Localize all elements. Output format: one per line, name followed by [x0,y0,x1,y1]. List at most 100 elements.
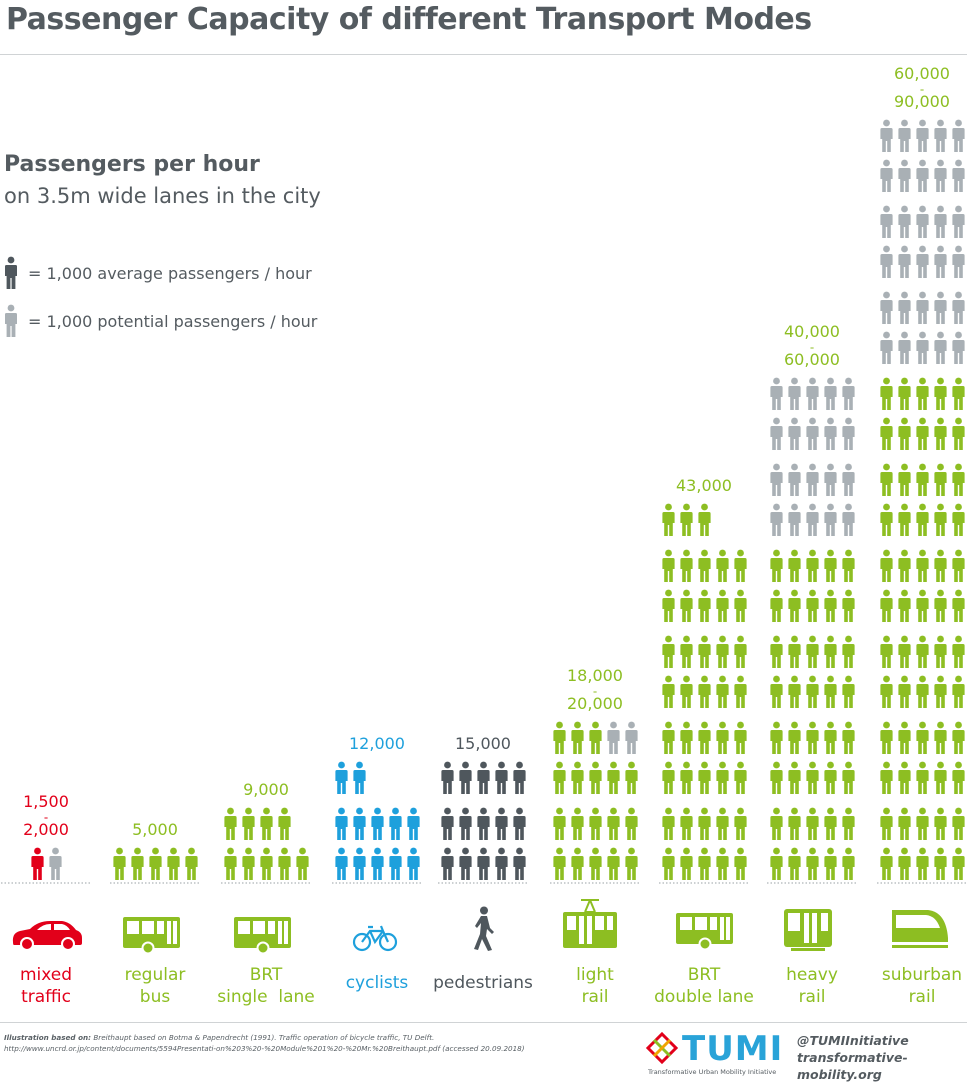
brt-single-lane-average-person-5 [296,847,309,880]
suburban-rail-potential-person-70 [952,291,965,324]
pedestrians-average-person-6 [441,807,454,840]
brt-double-lane-average-person-32 [680,589,693,622]
heavy-rail-average-person-25 [842,675,855,708]
heavy-rail-value-label: 60,000 [784,350,840,369]
brt-double-lane-average-person-37 [680,549,693,582]
mixed-traffic-average-person-1 [31,847,44,880]
suburban-rail-average-person-31 [880,589,893,622]
brt-double-lane-average-person-35 [734,589,747,622]
suburban-rail-average-person-51 [880,417,893,450]
heavy-rail-potential-person-42 [788,503,801,536]
pedestrians-average-person-7 [459,807,472,840]
brt-double-lane-average-person-8 [698,807,711,840]
brt-single-lane-average-person-6 [224,807,237,840]
suburban-rail-average-person-28 [916,635,929,668]
brt-double-bus-icon [676,913,733,950]
brt-single-lane-average-person-8 [260,807,273,840]
suburban-rail-potential-person-71 [880,245,893,278]
brt-double-lane-average-person-10 [734,807,747,840]
regular-bus-icon [123,917,180,954]
light-rail-average-person-13 [589,761,602,794]
suburban-rail-average-person-59 [934,377,947,410]
heavy-rail-potential-person-53 [806,417,819,450]
pedestrians-average-person-1 [441,847,454,880]
heavy-rail-average-person-34 [824,589,837,622]
mixed-traffic-label: mixed traffic [19,965,73,1007]
regular-bus-average-person-5 [185,847,198,880]
suburban-rail-label: suburban rail [881,965,963,1007]
heavy-rail-potential-person-49 [824,463,837,496]
brt-double-lane-average-person-21 [662,675,675,708]
suburban-rail-average-person-52 [898,417,911,450]
light-rail-average-person-5 [625,847,638,880]
chart-title: Passenger Capacity of different Transpor… [6,2,812,37]
chart-subtitle-bold: Passengers per hour [4,152,260,177]
suburban-rail-potential-person-63 [916,331,929,364]
heavy-rail-average-person-30 [842,635,855,668]
suburban-rail-average-person-60 [952,377,965,410]
brt-double-lane-average-person-38 [698,549,711,582]
suburban-rail-potential-person-65 [952,331,965,364]
brt-single-lane-average-person-3 [260,847,273,880]
car-icon [12,921,83,951]
heavy-rail-average-person-29 [824,635,837,668]
heavy-rail-average-person-19 [824,721,837,754]
pedestrians-average-person-11 [441,761,454,794]
brt-single-lane-average-person-9 [278,807,291,840]
cyclists-average-person-8 [371,807,384,840]
suburban-rail-potential-person-84 [934,159,947,192]
suburban-rail-potential-person-77 [898,205,911,238]
suburban-rail-value-label: - [920,83,924,97]
regular-bus-label: regular bus [124,965,186,1007]
brt-double-lane-average-person-24 [716,675,729,708]
suburban-rail-average-person-27 [898,635,911,668]
suburban-rail-average-person-23 [916,675,929,708]
suburban-rail-average-person-29 [934,635,947,668]
suburban-rail-potential-person-64 [934,331,947,364]
suburban-rail-average-person-56 [880,377,893,410]
pedestrians-average-person-12 [459,761,472,794]
brt-double-lane-average-person-2 [680,847,693,880]
heavy-rail-average-person-6 [770,807,783,840]
cyclists-average-person-10 [407,807,420,840]
pedestrians-average-person-10 [513,807,526,840]
suburban-rail-potential-person-66 [880,291,893,324]
heavy-rail-average-person-26 [770,635,783,668]
cyclists-average-person-9 [389,807,402,840]
brt-double-lane-average-person-1 [662,847,675,880]
brt-double-lane-average-person-23 [698,675,711,708]
heavy-rail-average-person-32 [788,589,801,622]
suburban-rail-average-person-40 [952,549,965,582]
brt-double-lane-average-person-28 [698,635,711,668]
heavy-rail-potential-person-54 [824,417,837,450]
light-rail-average-person-18 [589,721,602,754]
heavy-rail-average-person-8 [806,807,819,840]
twitter-handle[interactable]: @TUMIInitiative [797,1033,909,1048]
suburban-rail-average-person-53 [916,417,929,450]
website-link[interactable]: transformative-mobility.org [797,1050,908,1082]
brt-double-lane-average-person-39 [716,549,729,582]
suburban-rail-potential-person-76 [880,205,893,238]
heavy-rail-average-person-31 [770,589,783,622]
heavy-rail-potential-person-55 [842,417,855,450]
suburban-rail-potential-person-87 [898,119,911,152]
heavy-rail-potential-person-58 [806,377,819,410]
heavy-rail-average-person-21 [770,675,783,708]
footer-divider [0,1022,967,1023]
suburban-rail-average-person-49 [934,463,947,496]
suburban-rail-potential-person-72 [898,245,911,278]
legend-potential: = 1,000 potential passengers / hour [4,304,317,338]
brt-single-lane-label: BRT single lane [217,965,315,1007]
suburban-rail-average-person-38 [916,549,929,582]
cyclists-average-person-5 [407,847,420,880]
brt-double-lane-average-person-34 [716,589,729,622]
cyclists-average-person-2 [353,847,366,880]
pedestrians-value-label: 15,000 [455,734,511,753]
heavy-rail-average-person-15 [842,761,855,794]
light-rail-average-person-16 [553,721,566,754]
light-rail-average-person-4 [607,847,620,880]
heavy-rail-average-person-11 [770,761,783,794]
brt-double-lane-average-person-14 [716,761,729,794]
light-rail-potential-person-19 [607,721,620,754]
heavy-rail-average-person-2 [788,847,801,880]
